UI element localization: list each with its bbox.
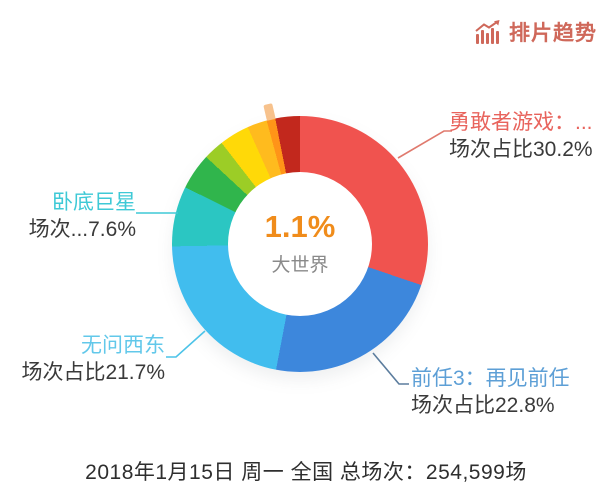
leader-line-qianren3 — [372, 352, 409, 385]
film-share: 场次...7.6% — [28, 218, 136, 241]
leader-line-wuwenxidong — [166, 330, 206, 358]
selected-slice-tab[interactable] — [262, 102, 276, 121]
film-title: 无问西东 — [81, 334, 165, 357]
trend-chart-icon — [475, 19, 500, 44]
film-title: 卧底巨星 — [52, 191, 136, 214]
film-share: 场次占比30.2% — [449, 138, 593, 161]
label-wodijuxing: 卧底巨星 场次...7.6% — [29, 190, 136, 242]
center-film-name: 大世界 — [271, 255, 329, 277]
brand-label: 排片趋势 — [509, 22, 597, 45]
film-share: 场次占比22.8% — [411, 394, 555, 417]
leader-line-jumanji — [397, 130, 452, 159]
brand-watermark: 排片趋势 — [474, 17, 597, 47]
label-qianren3: 前任3：再见前任 场次占比22.8% — [411, 366, 570, 418]
film-share: 场次占比21.7% — [21, 361, 165, 384]
label-jumanji: 勇敢者游戏：... 场次占比30.2% — [449, 110, 593, 162]
caption: 2018年1月15日 周一 全国 总场次：254,599场 — [85, 461, 527, 484]
label-wuwenxidong: 无问西东 场次占比21.7% — [21, 333, 165, 385]
film-title: 前任3：再见前任 — [411, 367, 570, 390]
film-title: 勇敢者游戏：... — [449, 111, 593, 134]
donut-center: 1.1% 大世界 — [228, 172, 372, 316]
center-value: 1.1% — [264, 208, 336, 244]
